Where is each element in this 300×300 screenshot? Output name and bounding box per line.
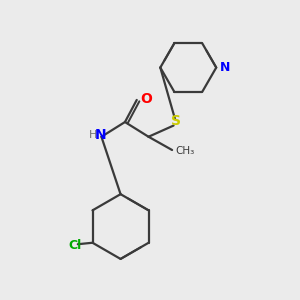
Text: H: H	[89, 130, 98, 140]
Text: N: N	[220, 61, 230, 74]
Text: S: S	[172, 114, 182, 128]
Text: N: N	[95, 128, 106, 142]
Text: CH₃: CH₃	[176, 146, 195, 156]
Text: Cl: Cl	[69, 239, 82, 252]
Text: O: O	[141, 92, 152, 106]
